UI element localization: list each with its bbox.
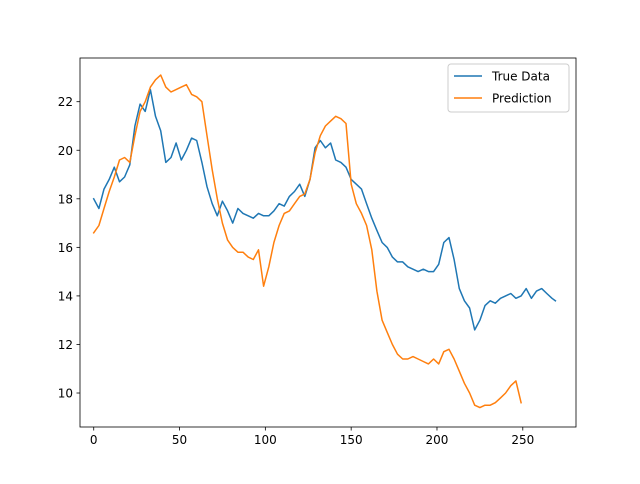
series-line-true-data	[92, 88, 557, 331]
x-tick-label: 0	[90, 433, 98, 447]
axes-layer: 0 50 100 150 200 250 10 12 14 16 18 20 22	[58, 57, 577, 447]
x-tick-label: 150	[340, 433, 363, 447]
y-tick-label: 16	[58, 241, 73, 255]
x-tick-label: 200	[426, 433, 449, 447]
series-line-prediction	[92, 74, 523, 409]
y-tick-label: 18	[58, 192, 73, 206]
y-tick-label: 20	[58, 144, 73, 158]
legend-label: True Data	[491, 70, 550, 84]
x-tick-label: 250	[511, 433, 534, 447]
axes-frame	[79, 57, 577, 428]
x-tick-label: 100	[254, 433, 277, 447]
y-tick-label: 22	[58, 95, 73, 109]
series-layer	[92, 74, 557, 409]
legend: True Data Prediction	[447, 63, 570, 113]
plot-area	[80, 58, 576, 427]
legend-label: Prediction	[492, 92, 552, 106]
plot-background	[80, 58, 576, 427]
y-tick-label: 10	[58, 387, 73, 401]
x-tick-label: 50	[172, 433, 187, 447]
y-tick-label: 12	[58, 338, 73, 352]
y-tick-label: 14	[58, 289, 73, 303]
